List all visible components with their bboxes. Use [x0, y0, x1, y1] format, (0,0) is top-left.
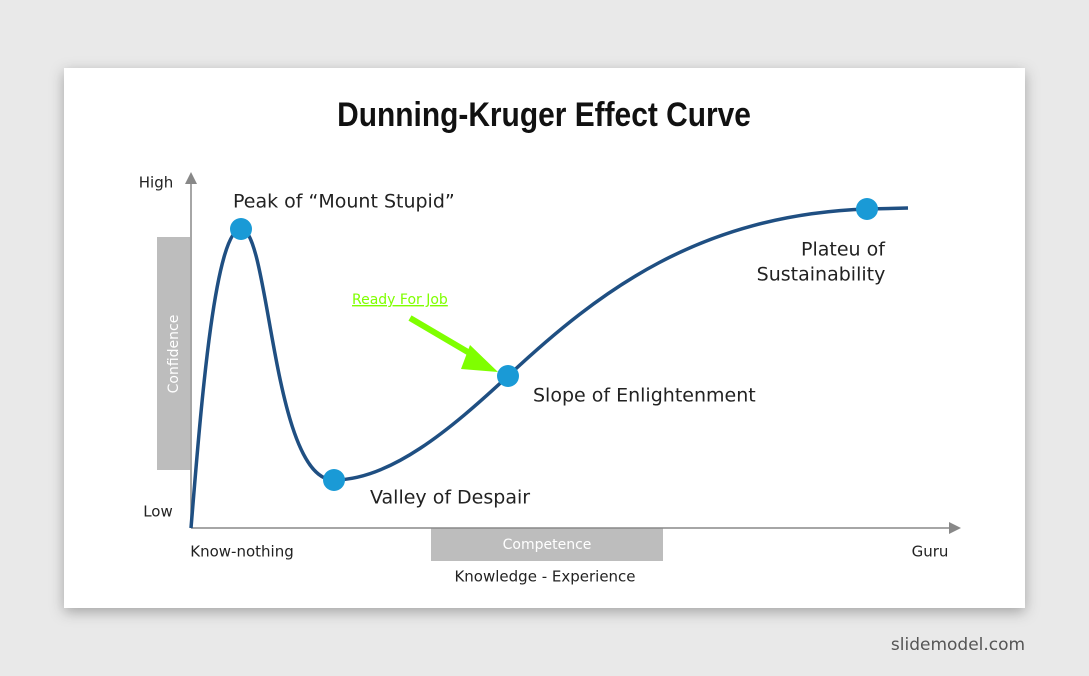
annotation-arrowhead: [461, 345, 498, 372]
annotation: Ready For Job: [352, 292, 448, 308]
point-label: Slope of Enlightenment: [533, 385, 756, 407]
confidence-label: Confidence: [166, 315, 182, 394]
high-label: High: [139, 174, 173, 192]
point-label: Plateu of: [801, 239, 886, 261]
confidence-band: [157, 237, 190, 470]
point-label: Valley of Despair: [370, 487, 530, 509]
point: [497, 365, 519, 387]
point-label: Peak of “Mount Stupid”: [233, 191, 455, 213]
watermark: slidemodel.com: [891, 635, 1025, 655]
x-start-label: Know-nothing: [190, 543, 293, 561]
low-label: Low: [143, 503, 173, 521]
x-axis-label: Knowledge - Experience: [454, 568, 635, 586]
point: [230, 218, 252, 240]
slide: [64, 68, 1025, 608]
competence-band: [431, 528, 663, 561]
point: [323, 469, 345, 491]
competence-label: Competence: [503, 537, 592, 553]
x-end-label: Guru: [912, 543, 949, 561]
point: [856, 198, 878, 220]
title: Dunning-Kruger Effect Curve: [337, 95, 751, 133]
point-label: Sustainability: [757, 264, 886, 286]
annotation-arrow: [408, 315, 480, 361]
